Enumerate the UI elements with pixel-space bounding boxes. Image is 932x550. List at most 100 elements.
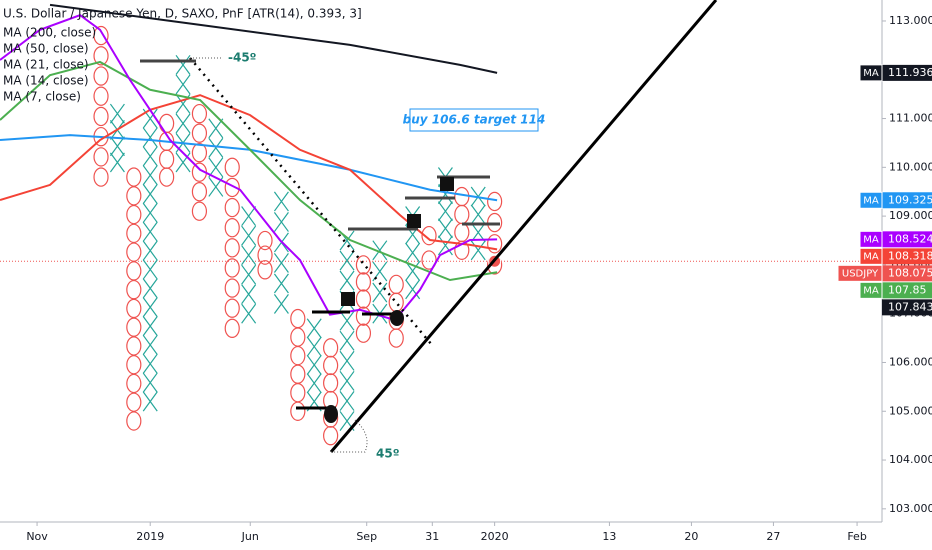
o-box <box>93 106 109 127</box>
x-box <box>405 279 421 300</box>
o-box <box>323 425 339 446</box>
o-box <box>191 123 208 143</box>
x-box <box>372 240 388 261</box>
o-box <box>191 103 208 124</box>
o-box <box>487 191 503 212</box>
x-box <box>142 372 158 393</box>
pnf-column <box>355 255 372 343</box>
x-box <box>175 152 191 173</box>
badge-tag: MA <box>863 285 879 296</box>
o-box <box>224 258 240 278</box>
badge-tag: MA <box>863 195 879 206</box>
x-box <box>142 165 158 186</box>
o-box <box>355 289 372 309</box>
pnf-column <box>208 118 224 197</box>
badge-value-box <box>882 248 932 265</box>
x-box <box>142 146 158 167</box>
pnf-column <box>126 167 142 431</box>
o-box <box>191 201 208 221</box>
o-box <box>257 230 273 251</box>
badge-value: 107.85 <box>888 283 927 296</box>
x-box <box>142 202 158 223</box>
x-box <box>142 221 158 242</box>
badge-tag-box <box>859 247 883 265</box>
x-box <box>241 225 257 246</box>
o-box <box>159 167 175 187</box>
x-tick-label: Sep <box>356 530 377 543</box>
badge-value-box <box>882 299 932 316</box>
badge-value-box <box>882 231 932 248</box>
x-box <box>470 204 486 225</box>
x-box <box>241 303 257 324</box>
trend-line <box>329 0 718 453</box>
pnf-column <box>421 225 437 270</box>
o-box <box>421 225 437 246</box>
x-box <box>437 235 453 256</box>
pnf-column <box>142 108 158 412</box>
o-box <box>191 182 208 202</box>
o-box <box>487 234 503 254</box>
x-box <box>306 318 322 339</box>
signal-circle <box>390 310 404 326</box>
x-box <box>306 354 322 375</box>
annotation-box <box>409 108 539 132</box>
price-badge: 111.936 MA <box>859 64 932 82</box>
x-box <box>142 184 158 204</box>
x-box <box>109 103 125 124</box>
drawings: -45º 45º buy 106.6 target 114 <box>140 0 718 461</box>
o-box <box>224 298 240 318</box>
badge-value: 108.075 <box>888 266 932 279</box>
o-box <box>224 197 240 218</box>
badge-value-box <box>882 64 932 81</box>
signal-circle <box>324 405 338 423</box>
legend-entry: MA (200, close) <box>3 26 96 40</box>
pnf-column <box>241 206 257 324</box>
signal-box <box>440 177 454 191</box>
price-badge: 108.318 MA <box>859 247 932 265</box>
x-box <box>241 284 257 305</box>
badge-tag-box <box>859 281 883 299</box>
o-box <box>355 255 372 275</box>
x-box <box>142 353 158 374</box>
ma-line <box>0 94 498 251</box>
x-box <box>175 54 191 75</box>
x-box <box>470 240 486 261</box>
x-box <box>241 264 257 285</box>
o-box <box>224 278 240 298</box>
x-box <box>339 330 355 351</box>
x-tick-label: 2019 <box>136 530 164 543</box>
o-box <box>257 260 273 280</box>
badge-value: 111.936 <box>888 66 932 79</box>
badge-tag-box <box>837 264 883 282</box>
x-box <box>142 278 158 299</box>
price-badge: 109.325 MA <box>859 191 932 209</box>
x-box <box>208 157 224 178</box>
pnf-column <box>273 191 289 314</box>
pnf-column <box>339 230 355 431</box>
badge-value: 109.325 <box>888 193 932 206</box>
legend-entry: MA (21, close) <box>3 58 89 72</box>
legend-entry: MA (50, close) <box>3 42 89 56</box>
price-badge: 107.843 <box>882 299 932 316</box>
x-box <box>339 310 355 331</box>
o-box <box>224 318 240 339</box>
y-tick-label: 104.000 <box>889 453 932 466</box>
x-box <box>273 253 289 273</box>
price-badge: 108.524 MA <box>859 230 932 248</box>
x-tick-label: Feb <box>847 530 866 543</box>
x-box <box>109 152 125 173</box>
x-tick-label: 27 <box>766 530 780 543</box>
x-box <box>437 201 453 222</box>
x-tick-label: 20 <box>684 530 698 543</box>
x-box <box>405 261 421 281</box>
x-box <box>142 297 158 318</box>
x-box <box>142 127 158 148</box>
o-box <box>126 411 142 431</box>
x-box <box>142 240 158 261</box>
price-badge: 108.075 USDJPY <box>837 264 932 282</box>
x-box <box>372 282 388 303</box>
x-tick-label: Jun <box>241 530 259 543</box>
x-box <box>306 336 322 357</box>
badge-tag: MA <box>863 251 879 262</box>
x-box <box>273 212 289 232</box>
